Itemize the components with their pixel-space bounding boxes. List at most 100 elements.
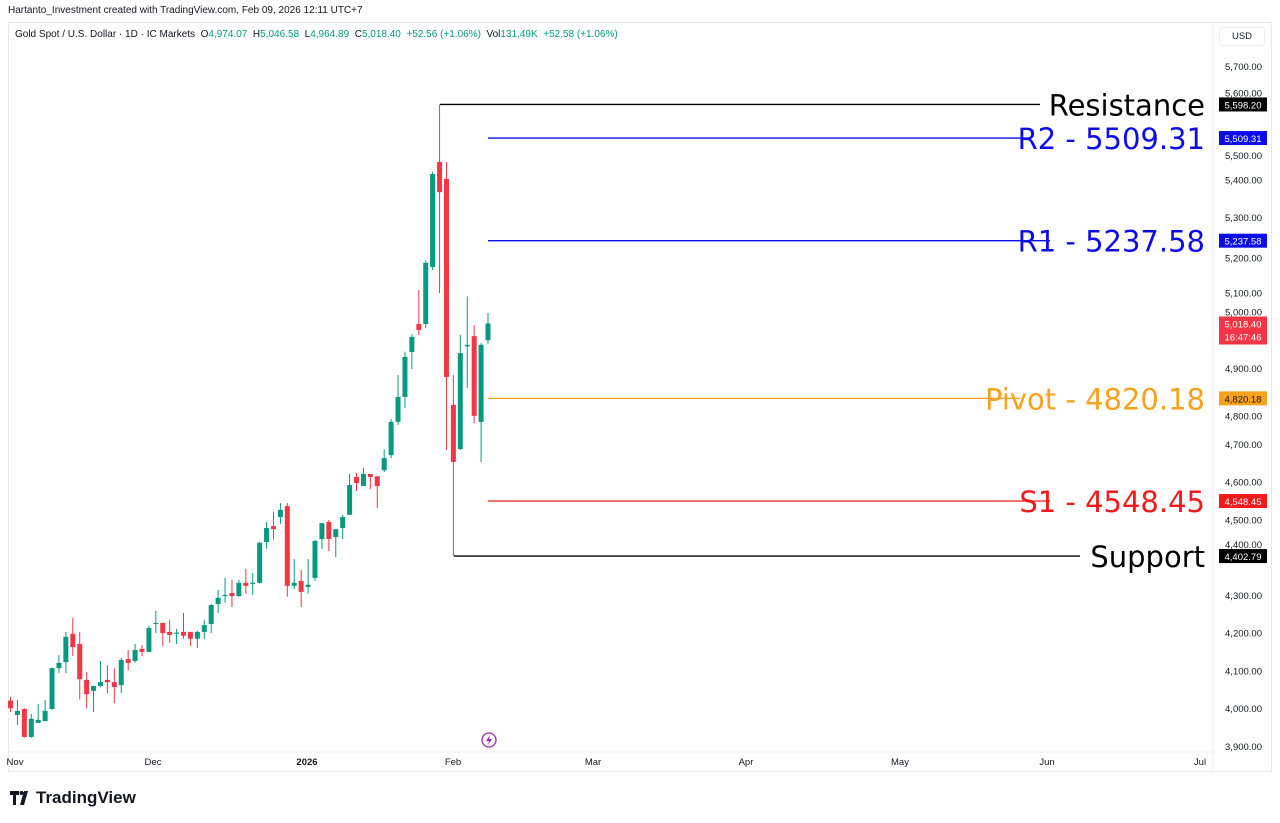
- symbol-name[interactable]: Gold Spot / U.S. Dollar · 1D · IC Market…: [15, 29, 196, 40]
- low-label: L: [304, 29, 311, 40]
- price-tick-label: 4,200.00: [1225, 629, 1262, 640]
- open-value: 4,974.07: [208, 29, 248, 40]
- candle-up: [464, 344, 470, 347]
- price-tag-bg: [1219, 131, 1267, 146]
- candle-up: [305, 584, 311, 587]
- candle-down: [471, 336, 477, 416]
- volume-value: 131.49K: [500, 29, 538, 40]
- candle-up: [97, 682, 103, 686]
- candle-down: [437, 161, 443, 193]
- candle-up: [174, 632, 180, 634]
- last-price-tag-bg: [1219, 316, 1267, 345]
- candle-down: [125, 659, 131, 663]
- price-tick-label: 4,700.00: [1225, 440, 1262, 451]
- low-value: 4,964.89: [310, 29, 350, 40]
- chart-credit: Hartanto_Investment created with Trading…: [8, 5, 363, 16]
- time-tick-label: Feb: [445, 757, 461, 768]
- candle-up: [35, 719, 41, 723]
- candle-down: [298, 580, 304, 592]
- candle-up: [381, 458, 387, 471]
- candle-down: [326, 521, 332, 539]
- candle-up: [56, 662, 62, 669]
- candle-up: [319, 523, 325, 539]
- candle-down: [243, 582, 249, 586]
- time-tick-label: May: [891, 757, 909, 768]
- price-tick-label: 5,000.00: [1225, 307, 1262, 318]
- candle-up: [215, 597, 221, 604]
- volume-label: Vol: [486, 29, 501, 40]
- candle-down: [84, 679, 90, 695]
- candle-up: [250, 582, 256, 584]
- level-label: Pivot - 4820.18: [985, 382, 1205, 416]
- high-label: H: [252, 29, 261, 40]
- price-tick-label: 5,200.00: [1225, 254, 1262, 265]
- candle-down: [354, 477, 360, 484]
- candle-up: [347, 484, 353, 515]
- candle-down: [77, 644, 83, 680]
- candle-down: [181, 631, 187, 636]
- candle-up: [485, 323, 491, 341]
- candle-up: [430, 174, 436, 267]
- candle-up: [222, 594, 228, 597]
- candle-up: [402, 356, 408, 397]
- price-tag: 4,820.18: [1225, 394, 1262, 405]
- price-tick-label: 5,600.00: [1225, 88, 1262, 99]
- level-label: R2 - 5509.31: [1018, 122, 1205, 156]
- price-tick-label: 4,800.00: [1225, 411, 1262, 422]
- candle-down: [21, 708, 27, 737]
- price-tick-label: 4,400.00: [1225, 540, 1262, 551]
- level-label: Support: [1090, 540, 1205, 574]
- candle-up: [333, 529, 339, 538]
- price-tick-label: 5,300.00: [1225, 213, 1262, 224]
- level-label: R1 - 5237.58: [1018, 225, 1205, 259]
- candle-down: [187, 631, 193, 639]
- candle-up: [340, 517, 346, 529]
- time-tick-label: Apr: [739, 757, 754, 768]
- currency-button[interactable]: USD: [1219, 27, 1265, 46]
- time-tick-label: Nov: [7, 757, 24, 768]
- candle-up: [146, 628, 152, 652]
- tradingview-logo: TradingView: [10, 788, 136, 808]
- open-label: O: [200, 29, 209, 40]
- chart-pane[interactable]: [8, 22, 1272, 772]
- candle-up: [91, 685, 97, 691]
- candle-up: [360, 474, 366, 487]
- candle-down: [70, 633, 76, 648]
- close-value: 5,018.40: [361, 29, 401, 40]
- price-tick-label: 5,700.00: [1225, 62, 1262, 73]
- close-label: C: [354, 29, 362, 40]
- price-tag: 5,598.20: [1225, 100, 1262, 111]
- price-tick-label: 4,900.00: [1225, 364, 1262, 375]
- level-label: Resistance: [1049, 88, 1205, 122]
- candle-up: [132, 650, 138, 661]
- candle-up: [201, 625, 207, 632]
- price-tag: 5,509.31: [1225, 134, 1262, 145]
- price-tick-label: 5,100.00: [1225, 289, 1262, 300]
- candle-up: [42, 710, 48, 722]
- candle-down: [167, 631, 173, 635]
- candle-down: [374, 476, 380, 487]
- high-value: 5,046.58: [260, 29, 300, 40]
- candle-up: [257, 542, 263, 583]
- price-tick-label: 4,000.00: [1225, 704, 1262, 715]
- candle-down: [450, 404, 456, 462]
- time-tick-label: Jun: [1039, 757, 1054, 768]
- candle-down: [8, 700, 14, 709]
- candle-up: [457, 353, 463, 450]
- candle-down: [367, 474, 373, 478]
- logo-text: TradingView: [36, 788, 136, 807]
- candle-up: [14, 710, 20, 716]
- price-tick-label: 4,500.00: [1225, 515, 1262, 526]
- candle-down: [284, 506, 290, 586]
- time-tick-label: 2026: [296, 757, 317, 768]
- candle-up: [194, 631, 200, 639]
- price-tick-label: 3,900.00: [1225, 742, 1262, 753]
- price-tag-bg: [1219, 233, 1267, 248]
- candle-up: [49, 668, 55, 709]
- candle-up: [423, 262, 429, 325]
- candle-down: [229, 593, 235, 597]
- level-label: S1 - 4548.45: [1019, 485, 1205, 519]
- candle-down: [160, 622, 166, 634]
- price-tag: 4,548.45: [1225, 497, 1262, 508]
